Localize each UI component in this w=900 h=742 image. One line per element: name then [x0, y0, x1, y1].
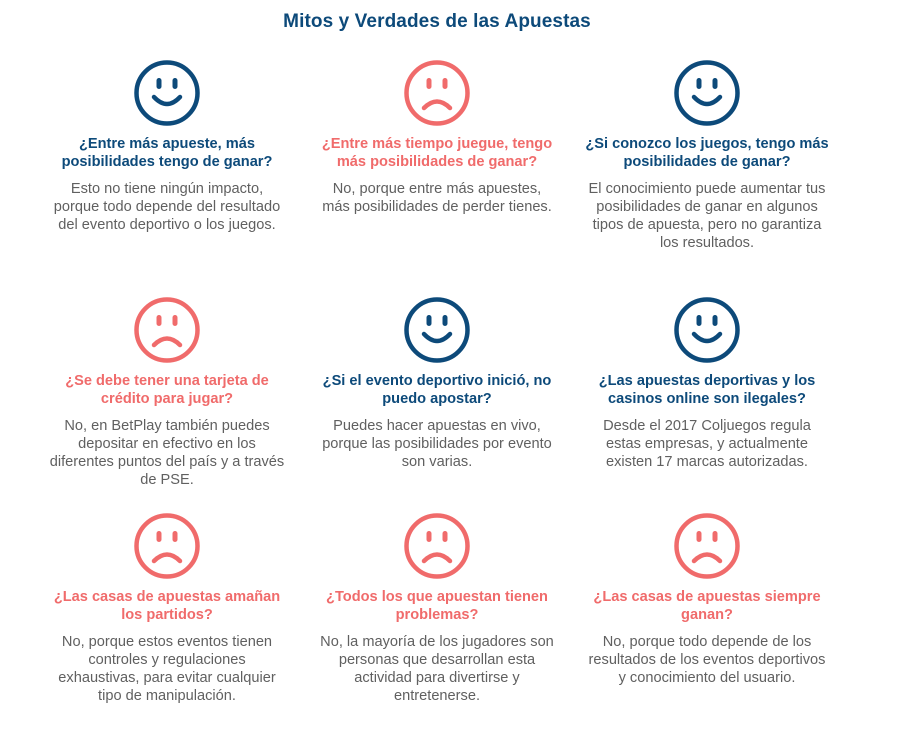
myth-card: ¿Si conozco los juegos, tengo más posibi… — [572, 59, 842, 296]
question-text: ¿Las casas de apuestas siempre ganan? — [593, 589, 821, 623]
answer-text: Puedes hacer apuestas en vivo, porque la… — [322, 418, 552, 470]
sad-face-icon — [404, 60, 470, 126]
answer-text: El conocimiento puede aumentar tus posib… — [588, 181, 826, 251]
myth-card: ¿Todos los que apuestan tienen problemas… — [302, 512, 572, 742]
answer-text: Desde el 2017 Coljuegos regula estas emp… — [603, 418, 811, 470]
question-text: ¿Todos los que apuestan tienen problemas… — [326, 589, 548, 623]
happy-face-icon — [674, 297, 740, 363]
sad-face-icon — [134, 513, 200, 579]
myths-grid: ¿Entre más apueste, más posibilidades te… — [32, 59, 842, 742]
question-text: ¿Se debe tener una tarjeta de crédito pa… — [65, 373, 269, 407]
sad-face-icon — [134, 297, 200, 363]
answer-text: No, porque estos eventos tienen controle… — [58, 634, 276, 704]
sad-face-icon — [404, 513, 470, 579]
answer-text: No, porque todo depende de los resultado… — [588, 634, 826, 686]
page-title: Mitos y Verdades de las Apuestas — [283, 11, 591, 32]
myth-card: ¿Entre más tiempo juegue, tengo más posi… — [302, 59, 572, 296]
answer-text: No, porque entre más apuestes, más posib… — [322, 181, 552, 215]
question-text: ¿Las casas de apuestas amañan los partid… — [53, 589, 281, 623]
question-text: ¿Las apuestas deportivas y los casinos o… — [598, 373, 816, 407]
happy-face-icon — [674, 60, 740, 126]
myth-card: ¿Las casas de apuestas amañan los partid… — [32, 512, 302, 742]
question-text: ¿Si conozco los juegos, tengo más posibi… — [585, 136, 829, 170]
question-text: ¿Si el evento deportivo inició, no puedo… — [322, 373, 552, 407]
myth-card: ¿Entre más apueste, más posibilidades te… — [32, 59, 302, 296]
happy-face-icon — [134, 60, 200, 126]
myth-card: ¿Si el evento deportivo inició, no puedo… — [302, 296, 572, 512]
answer-text: No, en BetPlay también puedes depositar … — [49, 418, 285, 488]
myth-card: ¿Se debe tener una tarjeta de crédito pa… — [32, 296, 302, 512]
answer-text: Esto no tiene ningún impacto, porque tod… — [53, 181, 281, 233]
question-text: ¿Entre más tiempo juegue, tengo más posi… — [321, 136, 553, 170]
myth-card: ¿Las apuestas deportivas y los casinos o… — [572, 296, 842, 512]
answer-text: No, la mayoría de los jugadores son pers… — [320, 634, 554, 704]
question-text: ¿Entre más apueste, más posibilidades te… — [61, 136, 273, 170]
happy-face-icon — [404, 297, 470, 363]
myth-card: ¿Las casas de apuestas siempre ganan? No,… — [572, 512, 842, 742]
sad-face-icon — [674, 513, 740, 579]
